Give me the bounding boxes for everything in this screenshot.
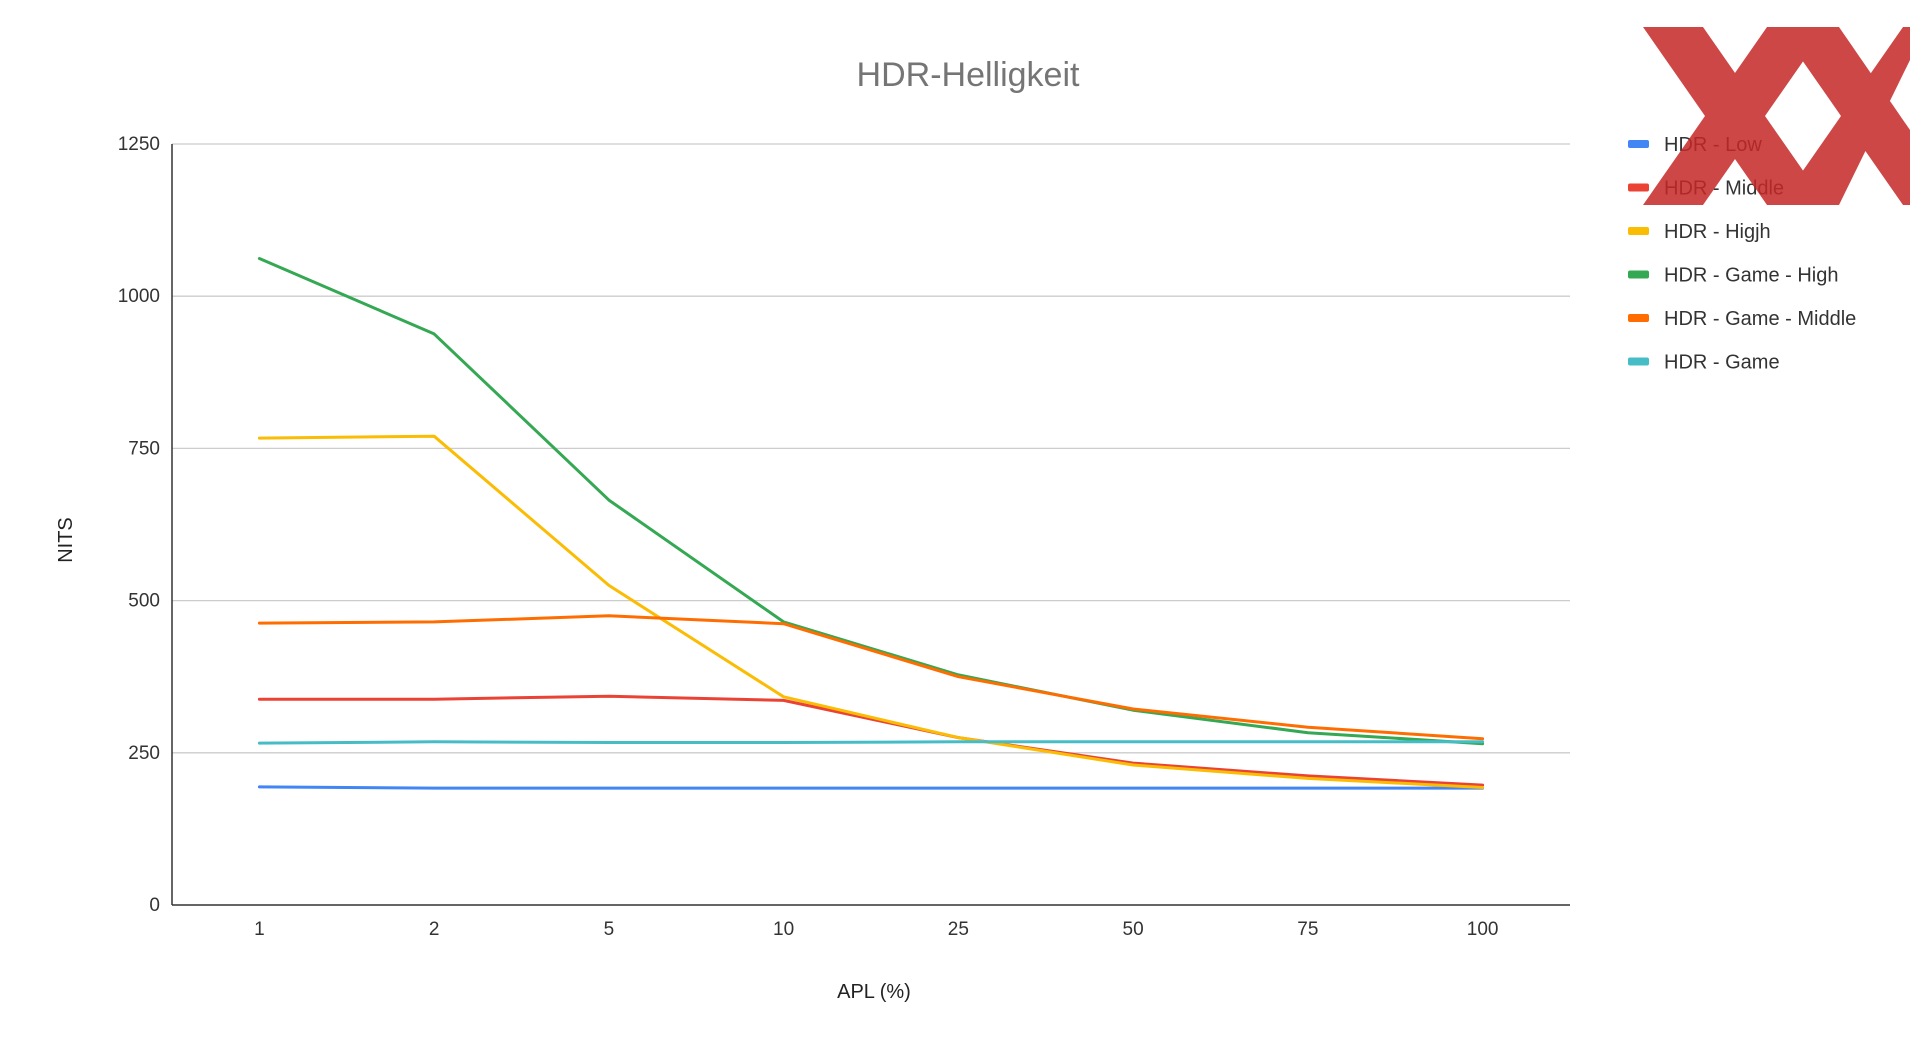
y-tick-label: 250: [128, 743, 160, 764]
legend-label: HDR - Game - Middle: [1664, 308, 1856, 330]
legend-label: HDR - Higjh: [1664, 221, 1771, 243]
x-tick-label: 5: [604, 919, 615, 940]
series-line-4: [257, 614, 1485, 741]
x-tick-label: 1: [254, 919, 265, 940]
y-tick-label: 750: [128, 438, 160, 459]
legend-swatch: [1628, 357, 1649, 366]
series-line-3: [257, 257, 1485, 746]
legend-swatch: [1628, 314, 1649, 322]
series-line-1: [257, 694, 1485, 787]
x-tick-label: 25: [948, 919, 969, 940]
x-tick-label: 75: [1297, 919, 1318, 940]
legend-swatch: [1628, 270, 1649, 279]
gridlines: [172, 143, 1570, 754]
legend-swatch: [1628, 140, 1649, 148]
watermark-logo: [1643, 27, 1910, 205]
x-tick-label: 100: [1467, 919, 1499, 940]
x-tick-label: 2: [429, 919, 440, 940]
series-lines: [257, 257, 1485, 790]
series-line-2: [257, 434, 1485, 789]
series-line-5: [257, 740, 1485, 745]
y-tick-label: 1250: [118, 134, 160, 155]
legend-label: HDR - Game: [1664, 352, 1780, 374]
legend-swatch: [1628, 227, 1649, 235]
legend-label: HDR - Game - High: [1664, 265, 1838, 287]
x-tick-label: 10: [773, 919, 794, 940]
legend-swatch: [1628, 183, 1649, 192]
x-tick-label: 50: [1123, 919, 1144, 940]
chart-title: HDR-Helligkeit: [857, 56, 1080, 94]
y-tick-label: 500: [128, 591, 160, 612]
watermark-stroke-4: [1779, 27, 1910, 205]
y-axis-title: NITS: [55, 517, 77, 563]
series-line-0: [257, 785, 1485, 790]
x-axis-title: APL (%): [837, 981, 911, 1003]
y-tick-label: 0: [149, 895, 160, 916]
y-tick-label: 1000: [118, 286, 160, 307]
watermark-stroke-2: [1643, 27, 1827, 205]
